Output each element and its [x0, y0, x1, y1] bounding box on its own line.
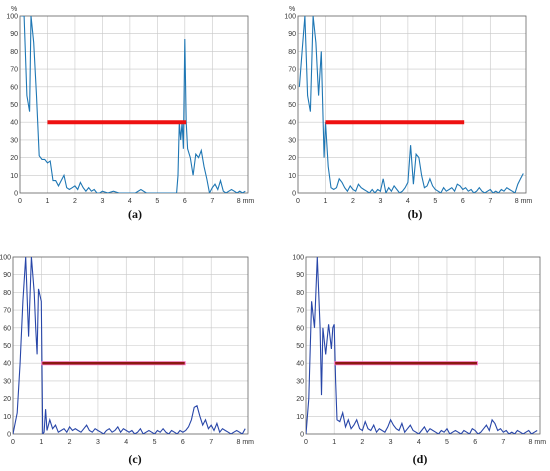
chart-panel: 0 10 20 30 40 50 60 70 80 90 100 0 1 2 3 4 5 6 7 8 mm (c) [0, 255, 254, 467]
x-tick-label: 5 [153, 439, 157, 446]
y-tick-label: 60 [10, 84, 18, 91]
y-unit-label: % [11, 6, 17, 13]
y-tick-label: 60 [296, 325, 304, 332]
y-tick-label: 10 [296, 414, 304, 421]
y-tick-label: 80 [288, 49, 296, 56]
x-tick-label: 4 [417, 439, 421, 446]
x-tick-label: 2 [68, 439, 72, 446]
x-tick-label: 4 [406, 198, 410, 205]
signal-line [298, 16, 524, 193]
y-tick-label: 80 [3, 290, 11, 297]
y-tick-label: 50 [288, 102, 296, 109]
y-unit-label: % [289, 6, 295, 13]
panel-caption: (b) [408, 207, 423, 221]
x-tick-label: 2 [351, 198, 355, 205]
plot-frame [12, 256, 249, 435]
y-tick-label: 0 [300, 432, 304, 439]
x-tick-label: 1 [332, 439, 336, 446]
x-tick-label: 7 [501, 439, 505, 446]
y-tick-label: 100 [6, 14, 18, 21]
x-tick-label: 7 [488, 198, 492, 205]
y-tick-label: 60 [3, 325, 11, 332]
x-unit-label: 8 mm [515, 198, 533, 205]
y-tick-label: 10 [3, 414, 11, 421]
y-tick-label: 90 [10, 31, 18, 38]
y-tick-label: 20 [3, 396, 11, 403]
x-tick-label: 5 [433, 198, 437, 205]
x-tick-label: 6 [461, 198, 465, 205]
y-tick-label: 50 [3, 343, 11, 350]
x-tick-label: 2 [73, 198, 77, 205]
y-tick-label: 30 [10, 137, 18, 144]
y-tick-label: 90 [3, 272, 11, 279]
x-tick-label: 5 [445, 439, 449, 446]
y-tick-label: 100 [292, 255, 304, 262]
y-tick-label: 0 [7, 432, 11, 439]
y-tick-label: 0 [292, 191, 296, 198]
y-tick-label: 40 [296, 361, 304, 368]
x-tick-label: 6 [181, 439, 185, 446]
y-tick-label: 30 [288, 137, 296, 144]
y-tick-label: 90 [288, 31, 296, 38]
x-tick-label: 1 [324, 198, 328, 205]
x-unit-label: 8 mm [237, 198, 255, 205]
y-tick-label: 10 [288, 173, 296, 180]
y-tick-label: 10 [10, 173, 18, 180]
y-tick-label: 90 [296, 272, 304, 279]
plot-frame [297, 15, 527, 194]
x-tick-label: 3 [100, 198, 104, 205]
x-tick-label: 3 [389, 439, 393, 446]
plot-frame [305, 256, 541, 435]
y-tick-label: 30 [3, 378, 11, 385]
panel-caption: (c) [128, 452, 141, 466]
x-tick-label: 3 [378, 198, 382, 205]
x-tick-label: 7 [209, 439, 213, 446]
y-tick-label: 0 [14, 191, 18, 198]
x-tick-label: 1 [39, 439, 43, 446]
y-tick-label: 80 [296, 290, 304, 297]
x-tick-label: 4 [128, 198, 132, 205]
y-tick-label: 60 [288, 84, 296, 91]
x-tick-label: 2 [360, 439, 364, 446]
y-tick-label: 100 [284, 14, 296, 21]
y-tick-label: 50 [10, 102, 18, 109]
y-tick-label: 70 [296, 308, 304, 315]
y-tick-label: 50 [296, 343, 304, 350]
x-tick-label: 4 [124, 439, 128, 446]
x-tick-label: 0 [11, 439, 15, 446]
x-tick-label: 1 [46, 198, 50, 205]
y-tick-label: 20 [10, 155, 18, 162]
x-tick-label: 3 [96, 439, 100, 446]
chart-panel: 0 10 20 30 40 50 60 70 80 90 100 0 1 2 3 4 5 6 7 8 mm (d) [292, 255, 546, 467]
y-tick-label: 40 [288, 120, 296, 127]
x-tick-label: 6 [183, 198, 187, 205]
x-tick-label: 7 [210, 198, 214, 205]
y-tick-label: 70 [3, 308, 11, 315]
y-tick-label: 20 [288, 155, 296, 162]
signal-line [306, 257, 538, 434]
x-tick-label: 0 [304, 439, 308, 446]
x-tick-label: 0 [18, 198, 22, 205]
y-tick-label: 40 [10, 120, 18, 127]
x-unit-label: 8 mm [237, 439, 255, 446]
chart-panel: 0 10 20 30 40 50 60 70 80 90 100 0 1 2 3 4 5 6 7 8 mm% (b) [284, 6, 532, 221]
x-unit-label: 8 mm [529, 439, 547, 446]
y-tick-label: 30 [296, 378, 304, 385]
y-tick-label: 20 [296, 396, 304, 403]
x-tick-label: 5 [155, 198, 159, 205]
chart-panel: 0 10 20 30 40 50 60 70 80 90 100 0 1 2 3 4 5 6 7 8 mm% (a) [6, 6, 254, 221]
y-tick-label: 70 [10, 67, 18, 74]
signal-line [21, 16, 246, 193]
y-tick-label: 40 [3, 361, 11, 368]
signal-line [13, 257, 246, 434]
panel-caption: (d) [413, 452, 428, 466]
x-tick-label: 6 [473, 439, 477, 446]
y-tick-label: 70 [288, 67, 296, 74]
y-tick-label: 80 [10, 49, 18, 56]
panel-caption: (a) [128, 207, 142, 221]
y-tick-label: 100 [0, 255, 11, 262]
x-tick-label: 0 [296, 198, 300, 205]
